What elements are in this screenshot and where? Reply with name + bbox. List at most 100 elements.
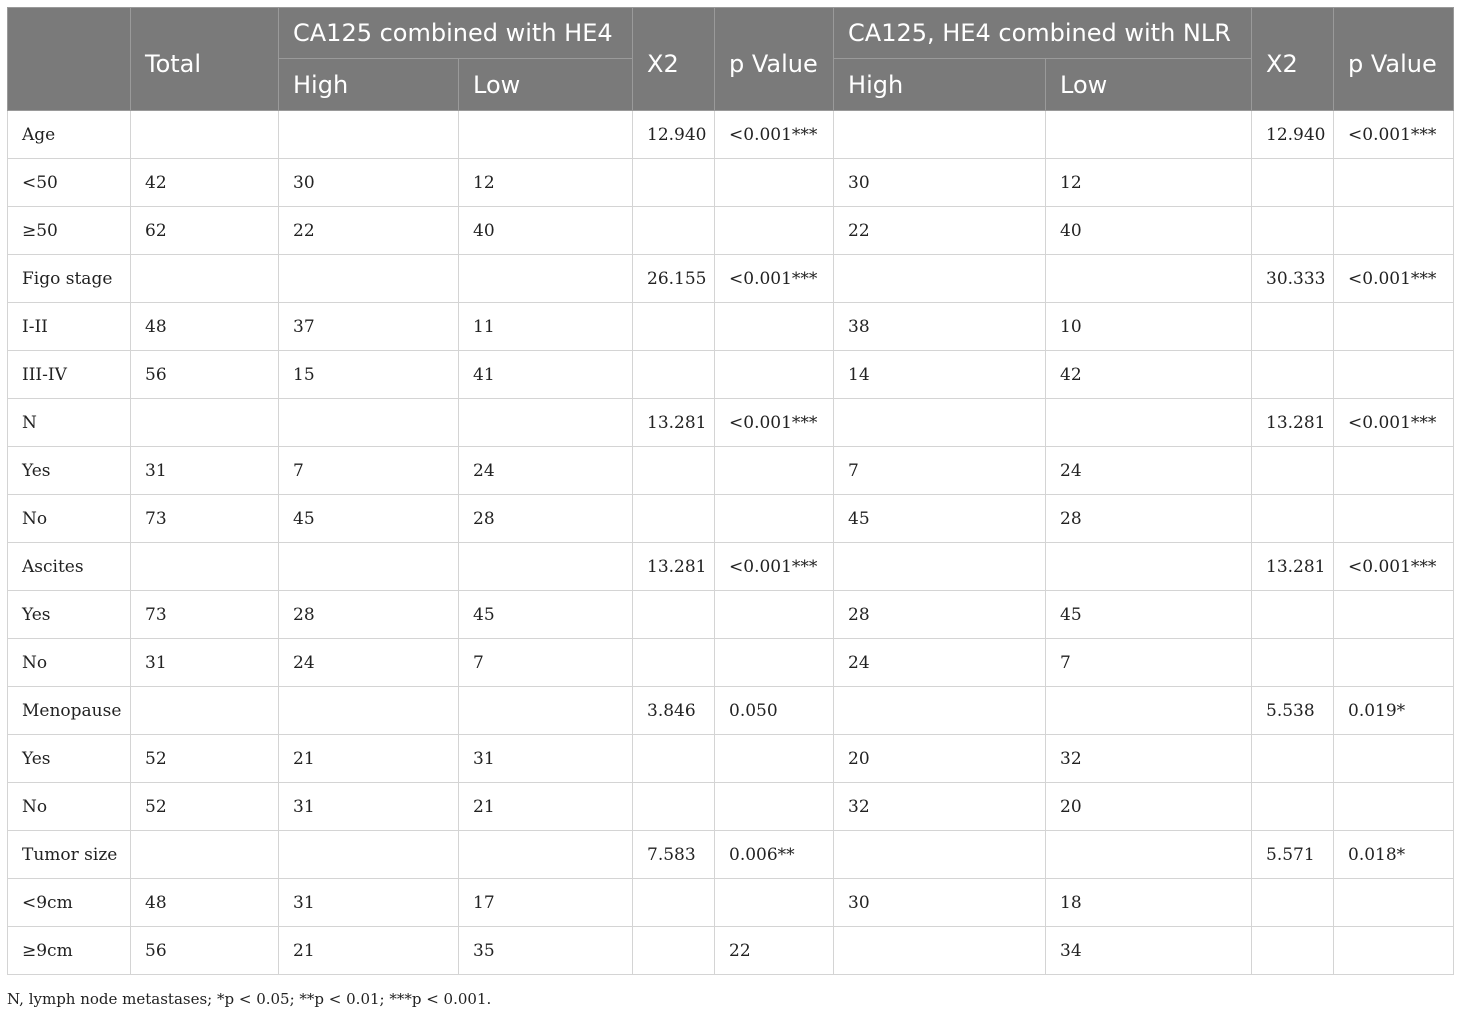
table-cell <box>1251 638 1335 687</box>
table-cell: <0.001*** <box>714 542 835 591</box>
table-cell <box>457 542 634 591</box>
header-low-1: Low <box>457 58 634 111</box>
row-label-cell: Tumor size <box>7 830 131 879</box>
table-cell: 12 <box>1045 158 1253 207</box>
table-cell: 21 <box>278 926 459 975</box>
table-cell <box>1045 686 1253 735</box>
table-cell: 52 <box>130 734 279 783</box>
header-group-ca125-he4: CA125 combined with HE4 <box>277 7 634 59</box>
table-cell: <0.001*** <box>1333 542 1455 591</box>
table-cell <box>1045 830 1253 879</box>
table-cell: 13.281 <box>632 398 716 447</box>
table-cell <box>714 638 835 687</box>
table-cell <box>1333 782 1455 831</box>
table-cell <box>1251 590 1335 639</box>
table-row: No 52 31 21 32 20 <box>7 782 1455 831</box>
table-cell: 73 <box>130 590 279 639</box>
table-cell <box>632 446 716 495</box>
table-cell <box>1251 446 1335 495</box>
table-cell <box>833 926 1047 975</box>
table-row: Yes 52 21 31 20 32 <box>7 734 1455 783</box>
table-cell: 11 <box>457 302 634 351</box>
table-cell <box>130 830 279 879</box>
table-cell: 20 <box>1045 782 1253 831</box>
header-x2-1: X2 <box>632 7 716 111</box>
table-cell <box>278 110 459 159</box>
table-cell: 24 <box>457 446 634 495</box>
table-row: Menopause 3.846 0.050 5.538 0.019* <box>7 686 1455 735</box>
table-cell: <0.001*** <box>714 398 835 447</box>
row-label-cell: Figo stage <box>7 254 131 303</box>
table-cell <box>1251 494 1335 543</box>
table-cell <box>632 494 716 543</box>
table-cell: 0.018* <box>1333 830 1455 879</box>
table-cell <box>714 350 835 399</box>
table-cell <box>714 206 835 255</box>
table-cell <box>1045 110 1253 159</box>
table-cell: 12 <box>457 158 634 207</box>
table-cell <box>130 686 279 735</box>
table-cell: <0.001*** <box>1333 254 1455 303</box>
table-row: Age 12.940 <0.001*** 12.940 <0.001*** <box>7 110 1455 159</box>
table-cell <box>457 398 634 447</box>
table-cell: 30 <box>833 158 1047 207</box>
table-row: No 31 24 7 24 7 <box>7 638 1455 687</box>
table-cell: 0.019* <box>1333 686 1455 735</box>
table-cell: 0.006** <box>714 830 835 879</box>
table-cell: 31 <box>457 734 634 783</box>
table-cell <box>714 878 835 927</box>
table-cell: 26.155 <box>632 254 716 303</box>
row-label-cell: No <box>7 782 131 831</box>
table-cell <box>1251 878 1335 927</box>
table-cell: 62 <box>130 206 279 255</box>
table-cell: 20 <box>833 734 1047 783</box>
table-cell: 30.333 <box>1251 254 1335 303</box>
row-label-cell: No <box>7 638 131 687</box>
table-cell <box>714 734 835 783</box>
table-cell: 7 <box>833 446 1047 495</box>
table-cell <box>1333 302 1455 351</box>
table-cell: 31 <box>278 782 459 831</box>
table-cell: 24 <box>278 638 459 687</box>
table-cell: 7.583 <box>632 830 716 879</box>
table-cell <box>1333 206 1455 255</box>
table-cell <box>1333 350 1455 399</box>
table-cell <box>1251 350 1335 399</box>
table-cell <box>833 686 1047 735</box>
header-p-value-1: p Value <box>714 7 835 111</box>
table-row: Figo stage 26.155 <0.001*** 30.333 <0.001*** <box>7 254 1455 303</box>
table-cell: 73 <box>130 494 279 543</box>
table-cell <box>278 254 459 303</box>
table-cell: 28 <box>457 494 634 543</box>
table-cell <box>1045 254 1253 303</box>
table-cell: 32 <box>833 782 1047 831</box>
table-cell: 7 <box>1045 638 1253 687</box>
table-cell: 22 <box>714 926 835 975</box>
table-cell: 28 <box>833 590 1047 639</box>
table-cell: 40 <box>457 206 634 255</box>
table-cell: 56 <box>130 926 279 975</box>
table-cell <box>1251 734 1335 783</box>
table-cell: 45 <box>833 494 1047 543</box>
table-cell: 22 <box>833 206 1047 255</box>
table-row: N 13.281 <0.001*** 13.281 <0.001*** <box>7 398 1455 447</box>
table-cell: 18 <box>1045 878 1253 927</box>
table-cell <box>714 590 835 639</box>
table-row: ≥9cm 56 21 35 22 34 <box>7 926 1455 975</box>
table-cell: 21 <box>457 782 634 831</box>
table-footnote: N, lymph node metastases; *p < 0.05; **p… <box>7 990 492 1008</box>
table-cell: 48 <box>130 878 279 927</box>
table-cell <box>1333 158 1455 207</box>
table-cell <box>1251 158 1335 207</box>
table-cell <box>632 782 716 831</box>
table-cell <box>632 638 716 687</box>
table-cell <box>1251 926 1335 975</box>
table-cell <box>278 542 459 591</box>
table-cell: 28 <box>1045 494 1253 543</box>
table-row: III-IV 56 15 41 14 42 <box>7 350 1455 399</box>
header-blank <box>7 7 131 111</box>
row-label-cell: Yes <box>7 446 131 495</box>
row-label-cell: Menopause <box>7 686 131 735</box>
row-label-cell: Ascites <box>7 542 131 591</box>
table-cell: <0.001*** <box>714 254 835 303</box>
